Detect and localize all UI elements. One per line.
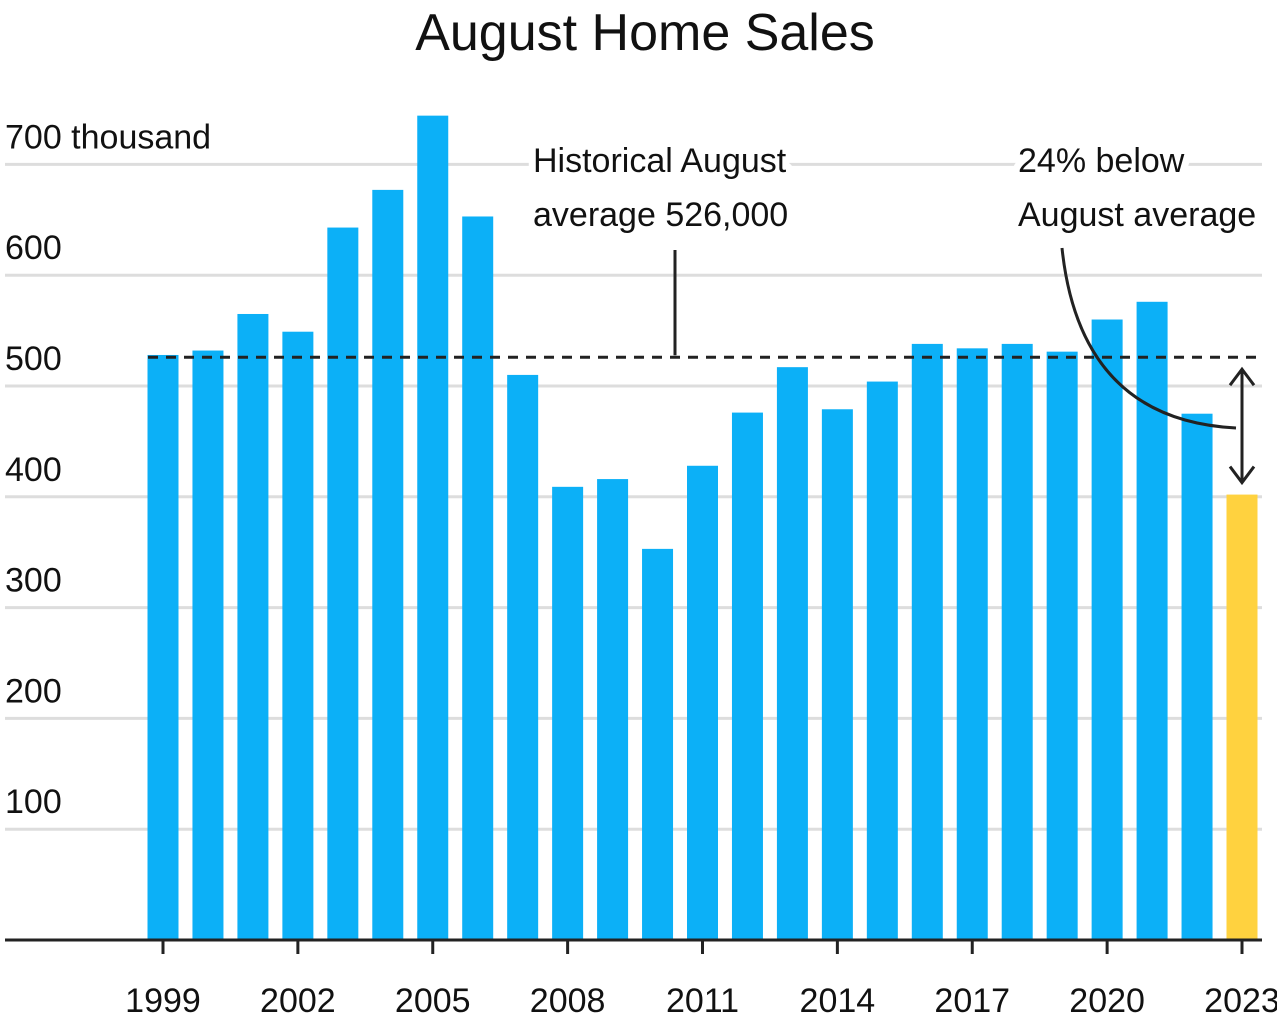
- x-tick-label: 2023: [1204, 982, 1277, 1017]
- y-tick-label: 700 thousand: [5, 118, 211, 156]
- x-tick-label: 2017: [934, 982, 1010, 1017]
- bar: [372, 189, 404, 940]
- bar: [327, 227, 359, 940]
- bar: [776, 367, 808, 940]
- annotation: Historical August: [533, 142, 787, 180]
- bar: [911, 343, 943, 940]
- x-tick-label: 2008: [530, 982, 606, 1017]
- bar: [1046, 351, 1078, 941]
- x-tick-label: 2014: [800, 982, 876, 1017]
- bar: [1136, 301, 1168, 940]
- bar: [866, 381, 898, 940]
- x-tick-label: 1999: [125, 982, 201, 1017]
- overlay: 1999 2002 2005 2008 2011 2014 2017 2020 2023 Hist…: [125, 135, 1277, 1017]
- bar: [1181, 413, 1213, 940]
- bar: [956, 348, 988, 940]
- bar: [1091, 319, 1123, 940]
- bar: [687, 465, 718, 940]
- bar: [417, 115, 449, 940]
- annotation: August average: [1018, 196, 1256, 234]
- bar: [731, 412, 763, 940]
- difference-arrow: [1228, 366, 1256, 486]
- bar: [1226, 494, 1258, 940]
- y-tick-label: 500: [5, 340, 62, 378]
- y-tick-label: 300: [5, 562, 62, 600]
- x-tick-label: 2002: [260, 982, 336, 1017]
- chart-title: August Home Sales: [415, 4, 875, 62]
- annotation: average 526,000: [533, 196, 788, 234]
- x-tick-label: 2011: [666, 982, 739, 1017]
- bar: [462, 216, 494, 940]
- bar: [597, 479, 629, 940]
- annotation: 24% below: [1018, 142, 1185, 180]
- bars: [147, 115, 1258, 941]
- bar: [147, 354, 179, 940]
- bar: [821, 409, 853, 940]
- bar: [552, 486, 584, 940]
- y-tick-label: 600: [5, 229, 62, 267]
- bar: [282, 331, 314, 940]
- y-tick-label: 100: [5, 783, 62, 821]
- bar: [1001, 343, 1033, 940]
- bar: [642, 548, 674, 940]
- bar: [507, 374, 539, 940]
- y-tick-label: 400: [5, 451, 62, 489]
- bar: [237, 313, 269, 941]
- y-tick-label: 200: [5, 672, 62, 710]
- x-tick-label: 2005: [395, 982, 471, 1017]
- x-tick-label: 2020: [1069, 982, 1145, 1017]
- bar: [192, 350, 224, 940]
- callout-curve: [1060, 247, 1237, 430]
